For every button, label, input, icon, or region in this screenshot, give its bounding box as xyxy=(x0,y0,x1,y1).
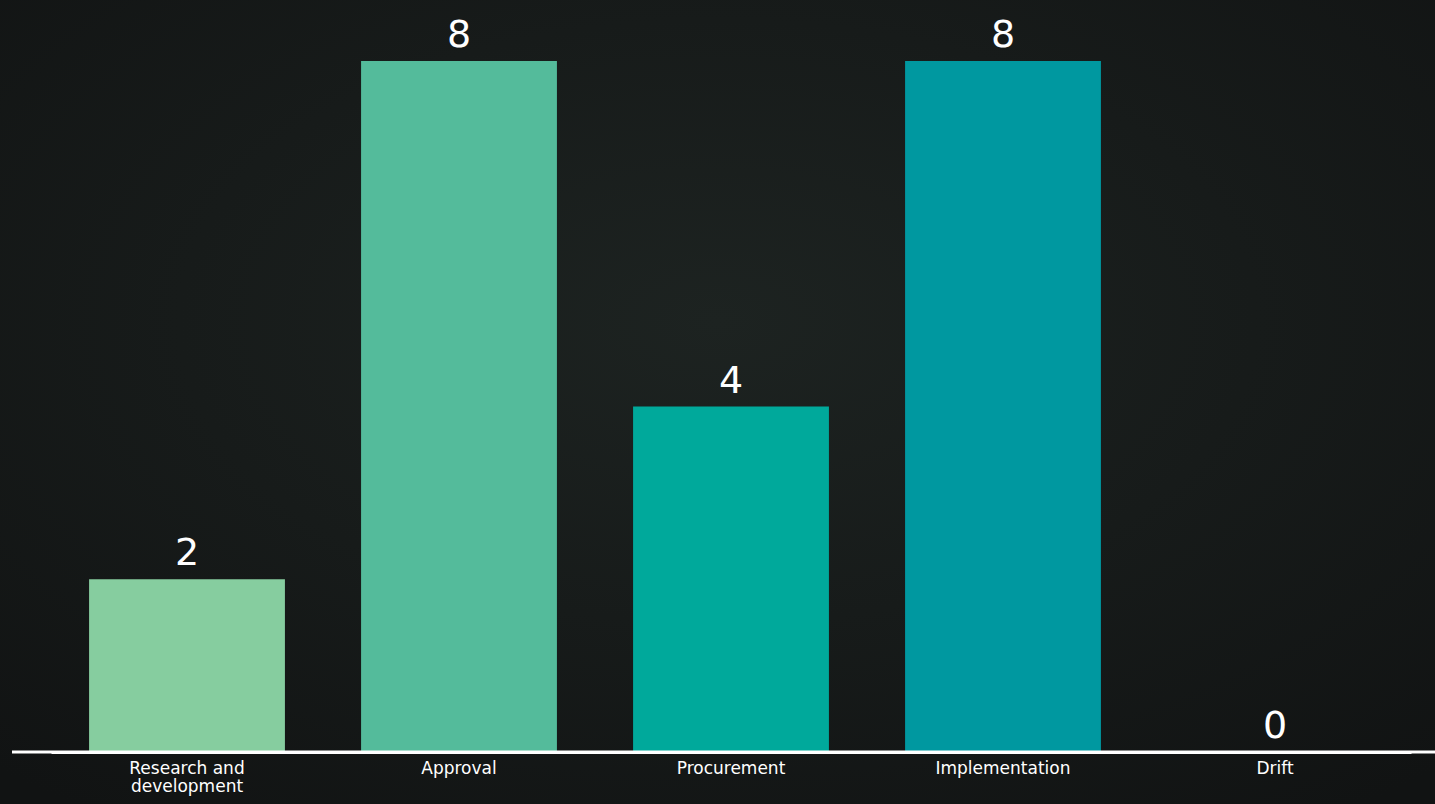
x-tick-label-line: development xyxy=(131,776,243,796)
data-label: 0 xyxy=(1263,703,1287,747)
bar xyxy=(361,61,557,752)
baseline xyxy=(12,751,1435,754)
chart: Research anddevelopment Approval Procureme… xyxy=(0,0,1435,804)
data-label: 8 xyxy=(991,12,1015,56)
bars xyxy=(89,61,1101,752)
x-tick: Research anddevelopment xyxy=(129,752,244,796)
data-label: 8 xyxy=(447,12,471,56)
bar xyxy=(89,579,285,752)
x-tick-label: Drift xyxy=(1256,758,1293,778)
x-tick: Approval xyxy=(421,752,496,778)
x-tick-label: Implementation xyxy=(936,758,1071,778)
x-tick: Drift xyxy=(1256,752,1293,778)
data-label: 2 xyxy=(175,530,199,574)
data-label: 4 xyxy=(719,358,743,402)
x-tick-label: Approval xyxy=(421,758,496,778)
x-axis: Research anddevelopment Approval Procureme… xyxy=(52,752,1412,796)
x-tick: Procurement xyxy=(677,752,786,778)
bar xyxy=(633,407,829,753)
data-labels: 2 8 4 8 0 xyxy=(175,12,1287,747)
x-tick-label: Procurement xyxy=(677,758,786,778)
x-tick: Implementation xyxy=(936,752,1071,778)
x-tick-label: Research anddevelopment xyxy=(129,758,244,796)
bar xyxy=(905,61,1101,752)
x-axis-line xyxy=(52,751,1412,754)
background xyxy=(0,0,1435,804)
